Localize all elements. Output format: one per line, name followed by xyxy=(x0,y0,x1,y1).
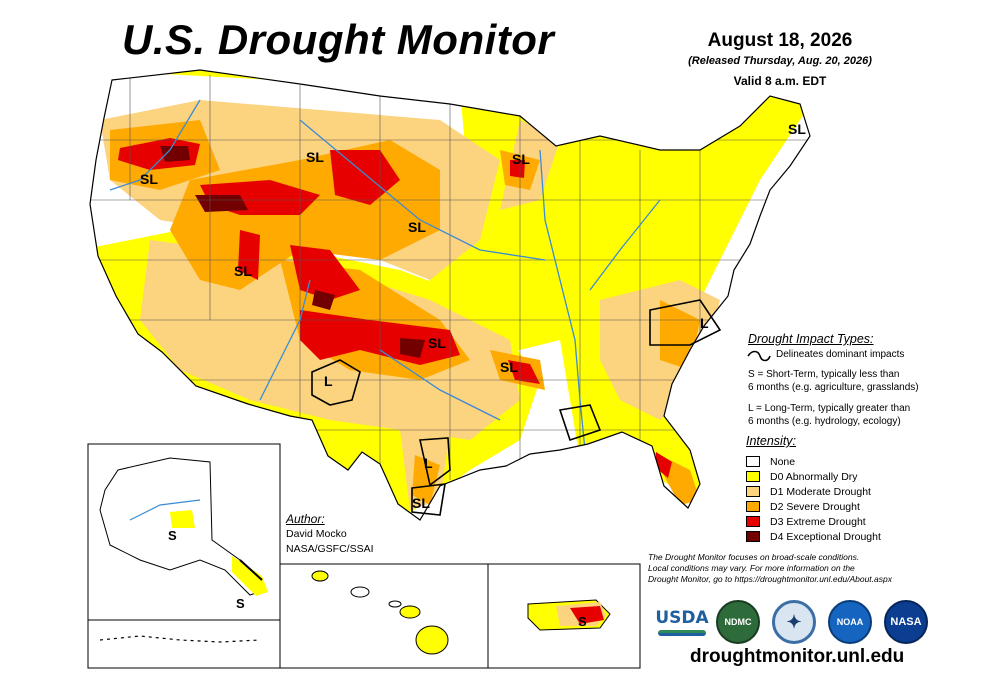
hawaii-inset-frame xyxy=(279,563,489,669)
impact-long-term-line1: L = Long-Term, typically greater than xyxy=(748,403,911,414)
map-label-sl-arkansas: SL xyxy=(500,359,518,375)
impact-long-term-line2: 6 months (e.g. hydrology, ecology) xyxy=(748,416,901,427)
map-label-sl-wisconsin: SL xyxy=(512,151,530,167)
map-label-l-virginia: L xyxy=(700,315,709,331)
eagle-icon: ✦ xyxy=(786,611,802,632)
legend-item-d4: D4 Exceptional Drought xyxy=(746,530,881,543)
ndmc-logo-text: NDMC xyxy=(724,617,752,627)
note-line-1: The Drought Monitor focuses on broad-sca… xyxy=(648,552,860,562)
legend-swatch-d1 xyxy=(746,486,760,497)
map-label-sl-utah: SL xyxy=(234,263,252,279)
nasa-logo[interactable]: NASA xyxy=(884,600,928,644)
usda-logo[interactable]: USDA xyxy=(655,600,709,644)
legend-item-d2: D2 Severe Drought xyxy=(746,500,860,513)
map-label-s-alaska-south: S xyxy=(236,596,245,611)
author-name: David Mocko xyxy=(286,528,347,540)
note-line-2: Local conditions may vary. For more info… xyxy=(648,563,855,573)
state-boundaries xyxy=(90,70,810,480)
map-label-sl-montana: SL xyxy=(306,149,324,165)
usda-wave-icon xyxy=(658,630,706,636)
impact-short-term-line2: 6 months (e.g. agriculture, grasslands) xyxy=(748,382,919,393)
map-date: August 18, 2026 xyxy=(707,30,853,51)
valid-time: Valid 8 a.m. EDT xyxy=(733,74,827,88)
author-org: NASA/GSFC/SSAI xyxy=(286,543,374,555)
map-title: U.S. Drought Monitor xyxy=(122,16,555,63)
release-date: (Released Thursday, Aug. 20, 2026) xyxy=(688,55,872,67)
legend-label-d0: D0 Abnormally Dry xyxy=(770,470,858,483)
legend-swatch-d4 xyxy=(746,531,760,542)
map-label-sl-texas-south: SL xyxy=(412,495,430,511)
map-label-s-alaska: S xyxy=(168,528,177,543)
legend-label-none: None xyxy=(770,455,796,468)
aleutian-inset-frame xyxy=(87,619,281,669)
department-of-commerce-seal-icon[interactable]: ✦ xyxy=(772,600,816,644)
conus-outline xyxy=(89,69,811,521)
legend-label-d1: D1 Moderate Drought xyxy=(770,485,871,498)
legend-swatch-none xyxy=(746,456,760,467)
legend-item-d1: D1 Moderate Drought xyxy=(746,485,871,498)
legend-label-d2: D2 Severe Drought xyxy=(770,500,860,513)
author-title: Author: xyxy=(286,512,325,526)
impact-boundaries xyxy=(311,299,722,516)
ndmc-logo[interactable]: NDMC xyxy=(716,600,760,644)
map-label-sl-oklahoma: SL xyxy=(428,335,446,351)
map-label-l-new-mexico: L xyxy=(324,373,333,389)
hawaii-inset xyxy=(311,570,449,655)
legend-swatch-d2 xyxy=(746,501,760,512)
legend-item-none: None xyxy=(746,455,795,468)
map-label-sl-oregon: SL xyxy=(140,171,158,187)
legend-label-d4: D4 Exceptional Drought xyxy=(770,530,881,543)
usda-logo-text: USDA xyxy=(655,608,709,628)
map-label-l-texas: L xyxy=(424,455,433,471)
puerto-rico-inset: S xyxy=(527,599,611,631)
impact-short-term-line1: S = Short-Term, typically less than xyxy=(748,369,900,380)
impact-types-title: Drought Impact Types: xyxy=(748,332,874,346)
note-line-3: Drought Monitor, go to https://droughtmo… xyxy=(648,574,892,584)
website-link[interactable]: droughtmonitor.unl.edu xyxy=(690,646,905,667)
noaa-logo[interactable]: NOAA xyxy=(828,600,872,644)
impact-delineates-text: Delineates dominant impacts xyxy=(776,349,905,360)
rivers xyxy=(109,99,661,451)
alaska-inset: S S xyxy=(99,457,268,611)
drought-monitor-note: The Drought Monitor focuses on broad-sca… xyxy=(648,552,948,585)
legend-swatch-d3 xyxy=(746,516,760,527)
map-label-s-puerto-rico: S xyxy=(578,614,587,629)
map-label-sl-maine: SL xyxy=(788,121,806,137)
noaa-logo-text: NOAA xyxy=(836,617,864,627)
impact-line-symbol xyxy=(747,350,771,362)
legend-label-d3: D3 Extreme Drought xyxy=(770,515,866,528)
intensity-title: Intensity: xyxy=(746,434,797,448)
legend-item-d0: D0 Abnormally Dry xyxy=(746,470,858,483)
map-label-sl-south-dakota: SL xyxy=(408,219,426,235)
legend-swatch-d0 xyxy=(746,471,760,482)
nasa-logo-text: NASA xyxy=(890,616,922,628)
legend-item-d3: D3 Extreme Drought xyxy=(746,515,866,528)
